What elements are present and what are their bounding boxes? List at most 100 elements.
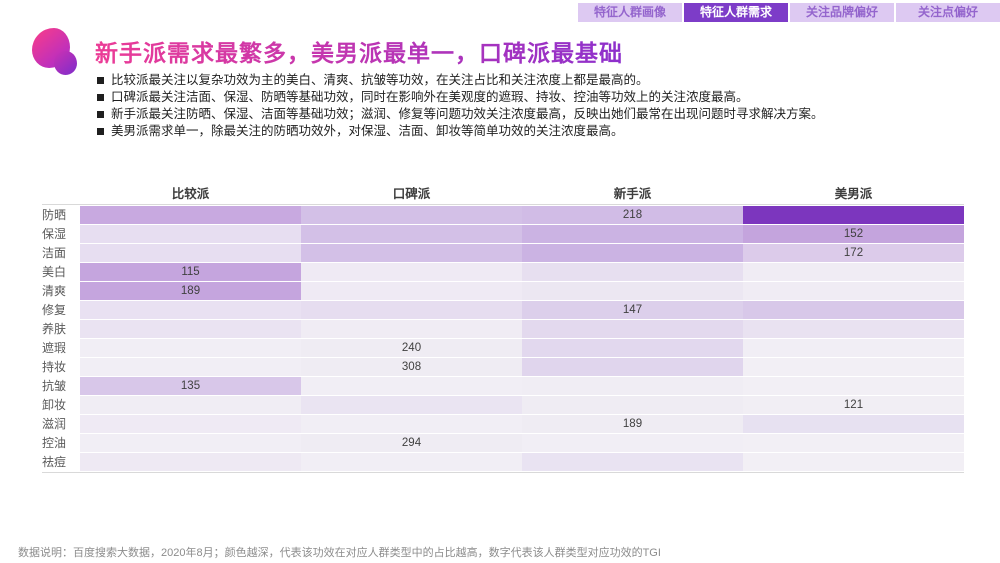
- table-row: 美白 115: [42, 263, 964, 281]
- bullet-square-icon: [97, 128, 104, 135]
- tab-3[interactable]: 关注品牌偏好: [790, 3, 894, 22]
- table-row: 养肤: [42, 320, 964, 338]
- heatmap-cell: [522, 263, 743, 281]
- tab-2[interactable]: 特征人群需求: [684, 3, 788, 22]
- heatmap-cell: [80, 396, 301, 414]
- row-label: 保湿: [42, 225, 80, 243]
- heatmap-cell: [80, 358, 301, 376]
- tab-bar: 特征人群画像 特征人群需求 关注品牌偏好 关注点偏好: [578, 3, 1000, 22]
- column-header: 口碑派: [392, 187, 431, 201]
- bullet-list: 比较派最关注以复杂功效为主的美白、清爽、抗皱等功效，在关注占比和关注浓度上都是最…: [97, 72, 967, 140]
- page-title: 新手派需求最繁多，美男派最单一，口碑派最基础: [95, 34, 623, 68]
- column-header: 美男派: [834, 187, 873, 201]
- heatmap-cell: 189: [522, 415, 743, 433]
- heatmap-cell: [522, 434, 743, 452]
- logo-blob-small: [54, 51, 77, 75]
- bullet-item: 比较派最关注以复杂功效为主的美白、清爽、抗皱等功效，在关注占比和关注浓度上都是最…: [97, 72, 967, 89]
- table-row: 祛痘: [42, 453, 964, 471]
- table-row: 清爽 189: [42, 282, 964, 300]
- bullet-square-icon: [97, 77, 104, 84]
- heatmap-body: 防晒 218 保湿 152 洁面 172 美白 115 清爽 189 修复 147 养肤 遮瑕 240 持妆 3…: [42, 204, 964, 473]
- heatmap-cell: 147: [522, 301, 743, 319]
- heatmap-cell: [743, 263, 964, 281]
- table-row: 遮瑕 240: [42, 339, 964, 357]
- bullet-square-icon: [97, 111, 104, 118]
- tab-1[interactable]: 特征人群画像: [578, 3, 682, 22]
- table-row: 抗皱 135: [42, 377, 964, 395]
- brand-logo-icon: [30, 28, 86, 78]
- heatmap-cell: 135: [80, 377, 301, 395]
- row-label: 美白: [42, 263, 80, 281]
- heatmap-cell: [80, 244, 301, 262]
- heatmap-cell: [301, 415, 522, 433]
- bullet-text: 比较派最关注以复杂功效为主的美白、清爽、抗皱等功效，在关注占比和关注浓度上都是最…: [111, 73, 649, 87]
- heatmap-cell: [80, 225, 301, 243]
- row-label: 持妆: [42, 358, 80, 376]
- heatmap-cell: 172: [743, 244, 964, 262]
- heatmap-cell: [743, 320, 964, 338]
- heatmap-cell: [743, 377, 964, 395]
- heatmap-cell: 218: [522, 206, 743, 224]
- heatmap-cell: 121: [743, 396, 964, 414]
- heatmap-cell: 115: [80, 263, 301, 281]
- row-label: 洁面: [42, 244, 80, 262]
- heatmap-cell: [522, 396, 743, 414]
- heatmap-cell: [743, 301, 964, 319]
- heatmap-corner: [42, 186, 80, 202]
- heatmap-cell: [743, 434, 964, 452]
- heatmap-cell: [522, 339, 743, 357]
- heatmap-cell: 240: [301, 339, 522, 357]
- heatmap-cell: 294: [301, 434, 522, 452]
- row-label: 控油: [42, 434, 80, 452]
- row-label: 遮瑕: [42, 339, 80, 357]
- heatmap-cell: [743, 453, 964, 471]
- heatmap-cell: [80, 301, 301, 319]
- table-row: 控油 294: [42, 434, 964, 452]
- heatmap-cell: [301, 301, 522, 319]
- heatmap-cell: [80, 415, 301, 433]
- column-header: 新手派: [613, 187, 652, 201]
- table-row: 卸妆 121: [42, 396, 964, 414]
- table-row: 防晒 218: [42, 206, 964, 224]
- heatmap-cell: [80, 453, 301, 471]
- tab-4[interactable]: 关注点偏好: [896, 3, 1000, 22]
- data-source-note: 数据说明：百度搜索大数据，2020年8月；颜色越深，代表该功效在对应人群类型中的…: [18, 547, 661, 559]
- heatmap-cell: [522, 320, 743, 338]
- row-label: 修复: [42, 301, 80, 319]
- heatmap-cell: [522, 377, 743, 395]
- heatmap-cell: [301, 396, 522, 414]
- heatmap-cell: [80, 339, 301, 357]
- table-row: 滋润 189: [42, 415, 964, 433]
- heatmap-cell: [522, 282, 743, 300]
- heatmap-cell: [522, 225, 743, 243]
- row-label: 抗皱: [42, 377, 80, 395]
- heatmap-cell: [301, 282, 522, 300]
- heatmap-cell: [743, 415, 964, 433]
- heatmap-cell: [743, 206, 964, 224]
- heatmap-cell: [743, 358, 964, 376]
- heatmap-cell: [301, 320, 522, 338]
- bullet-text: 美男派需求单一，除最关注的防晒功效外，对保湿、洁面、卸妆等简单功效的关注浓度最高…: [111, 124, 624, 138]
- row-label: 滋润: [42, 415, 80, 433]
- heatmap-cell: [80, 320, 301, 338]
- bullet-item: 口碑派最关注洁面、保湿、防晒等基础功效，同时在影响外在美观度的遮瑕、持妆、控油等…: [97, 89, 967, 106]
- heatmap-cell: [301, 244, 522, 262]
- row-label: 养肤: [42, 320, 80, 338]
- bullet-text: 新手派最关注防晒、保湿、洁面等基础功效；滋润、修复等问题功效关注浓度最高，反映出…: [111, 107, 824, 121]
- heatmap-cell: [80, 434, 301, 452]
- heatmap-cell: 308: [301, 358, 522, 376]
- column-header: 比较派: [171, 187, 210, 201]
- heatmap-cell: [80, 206, 301, 224]
- heatmap-cell: [522, 244, 743, 262]
- heatmap-cell: [743, 282, 964, 300]
- heatmap-cell: [522, 453, 743, 471]
- heatmap-cell: [301, 225, 522, 243]
- bullet-text: 口碑派最关注洁面、保湿、防晒等基础功效，同时在影响外在美观度的遮瑕、持妆、控油等…: [111, 90, 749, 104]
- row-label: 防晒: [42, 206, 80, 224]
- heatmap-table: 比较派 口碑派 新手派 美男派 防晒 218 保湿 152 洁面 172 美白 115 清爽 189 修复…: [42, 186, 964, 473]
- heatmap-cell: [301, 206, 522, 224]
- table-row: 修复 147: [42, 301, 964, 319]
- row-label: 祛痘: [42, 453, 80, 471]
- heatmap-cell: [301, 377, 522, 395]
- row-label: 卸妆: [42, 396, 80, 414]
